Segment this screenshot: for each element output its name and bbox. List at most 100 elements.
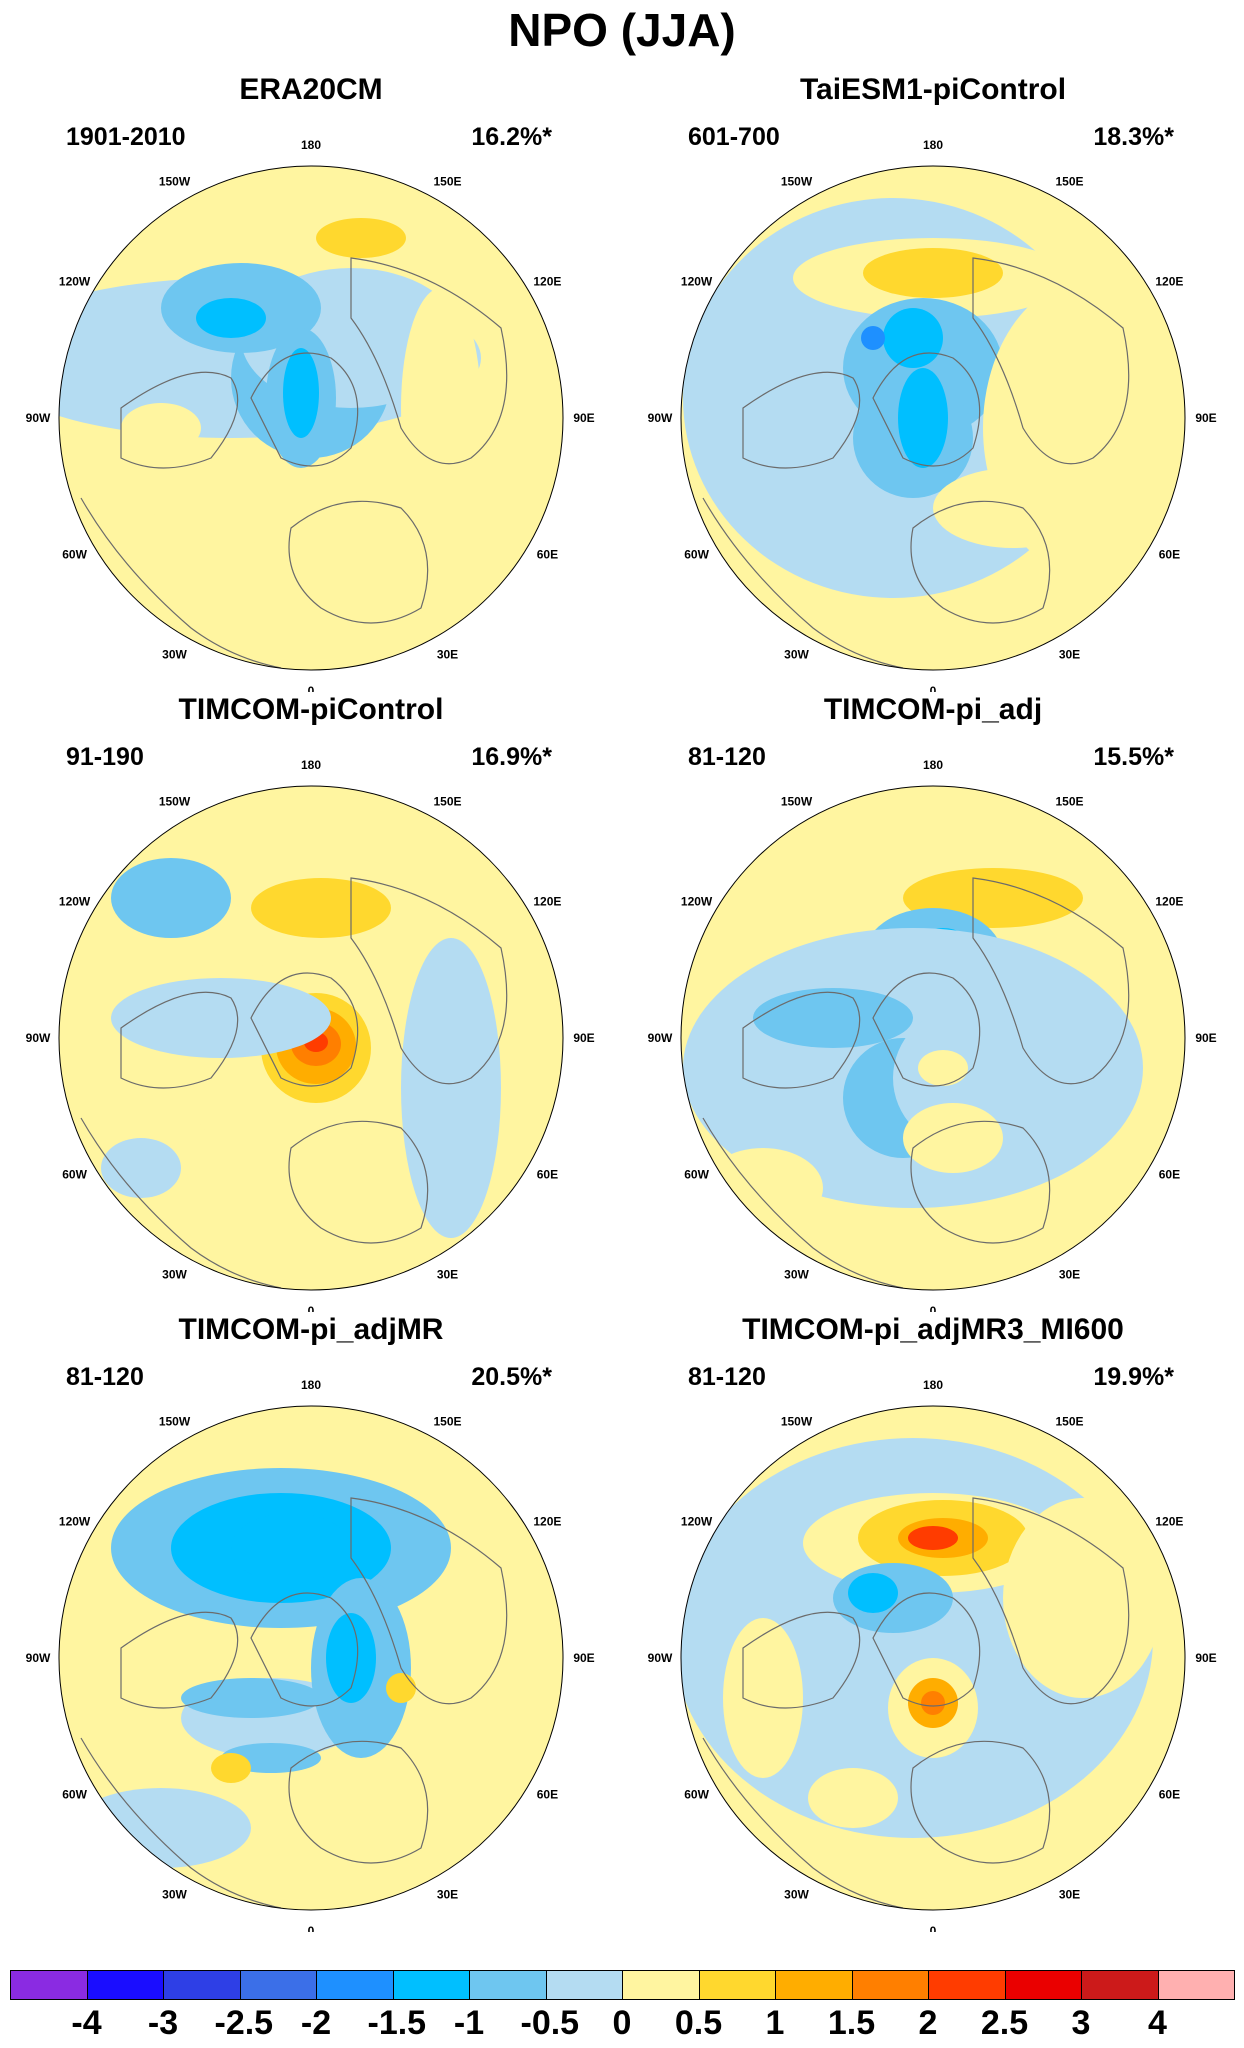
longitude-label: 30W <box>784 1267 809 1281</box>
colorbar-tick-label: -2.5 <box>214 2004 274 2042</box>
anomaly-contour <box>883 308 943 368</box>
period-label: 81-120 <box>688 1363 766 1391</box>
explained-variance: 19.9%* <box>1093 1363 1174 1391</box>
longitude-label: 150E <box>433 1415 461 1429</box>
colorbar-tick-label: -2 <box>300 2004 332 2042</box>
explained-variance: 18.3%* <box>1093 123 1174 151</box>
panel-title: TIMCOM-pi_adjMR3_MI600 <box>742 1313 1124 1346</box>
coastline <box>80 497 282 669</box>
map-panel: TIMCOM-piControl 91-190 16.9%* 180 150E 120E 9… <box>0 692 622 1312</box>
longitude-label: 90W <box>648 411 673 425</box>
longitude-label: 60W <box>62 548 87 562</box>
longitude-label: 150E <box>1055 795 1083 809</box>
longitude-label: 150W <box>159 795 191 809</box>
colorbar-tick-label: -4 <box>71 2004 102 2042</box>
anomaly-contour <box>401 288 481 528</box>
anomaly-contour <box>241 528 361 608</box>
longitude-label: 30E <box>1059 1267 1080 1281</box>
longitude-label: 60E <box>1159 1168 1180 1182</box>
longitude-label: 60E <box>537 548 558 562</box>
anomaly-contour <box>326 1613 376 1703</box>
anomaly-contour <box>753 988 913 1048</box>
colorbar-swatch <box>545 1970 623 2000</box>
longitude-label: 0 <box>308 1304 315 1312</box>
colorbar: -4 -3 -2.5 -2 -1.5 -1 -0.5 0 0.5 1 1.5 2 2.5 3 4 <box>10 1970 1235 2048</box>
anomaly-contour <box>251 878 391 938</box>
longitude-label: 30E <box>1059 1887 1080 1901</box>
anomaly-contour <box>898 368 948 468</box>
map-panel: TIMCOM-pi_adjMR3_MI600 81-120 19.9%* 180 150… <box>622 1312 1244 1932</box>
longitude-label: 60E <box>537 1788 558 1802</box>
panel-title: TIMCOM-pi_adjMR <box>178 1313 444 1346</box>
longitude-label: 120E <box>1155 1515 1183 1529</box>
coastline <box>742 1611 861 1709</box>
longitude-label: 90W <box>26 1031 51 1045</box>
colorbar-swatch <box>1004 1970 1082 2000</box>
coastline <box>288 500 429 624</box>
longitude-label: 180 <box>923 758 943 772</box>
longitude-label: 150W <box>781 1415 813 1429</box>
anomaly-contour <box>703 1148 823 1228</box>
longitude-label: 180 <box>301 1378 321 1392</box>
polar-map: 180 150E 120E 90E 60E 30E 0 30W 60W 90W 120W 150W <box>648 758 1217 1312</box>
anomaly-contour <box>231 1513 351 1583</box>
longitude-label: 120E <box>1155 275 1183 289</box>
coastline <box>80 1737 282 1909</box>
longitude-label: 150E <box>1055 175 1083 189</box>
longitude-label: 30E <box>437 1887 458 1901</box>
anomaly-contour <box>181 1678 321 1718</box>
longitude-label: 180 <box>923 138 943 152</box>
longitude-label: 150E <box>1055 1415 1083 1429</box>
map-panel: TIMCOM-pi_adj 81-120 15.5%* 180 150E 120E 90E 6… <box>622 692 1244 1312</box>
anomaly-contour <box>283 348 319 438</box>
coastline <box>350 877 508 1085</box>
anomaly-contour <box>918 1050 968 1086</box>
anomaly-contour <box>933 468 1093 548</box>
longitude-label: 150W <box>159 1415 191 1429</box>
longitude-label: 180 <box>301 758 321 772</box>
colorbar-swatch <box>622 1970 700 2000</box>
anomaly-contour <box>921 1691 945 1715</box>
coastline <box>120 371 239 469</box>
polar-map: 180 150E 120E 90E 60E 30E 0 30W 60W 90W 120W 150W <box>26 758 595 1312</box>
coastline <box>872 1592 981 1707</box>
longitude-label: 120W <box>59 895 91 909</box>
coastline <box>350 1497 508 1705</box>
longitude-label: 0 <box>308 1924 315 1932</box>
panel-title: TaiESM1-piControl <box>799 73 1067 106</box>
colorbar-tick-label: 3 <box>1071 2004 1091 2042</box>
coastline <box>288 1740 429 1864</box>
map-boundary <box>680 785 1186 1291</box>
coastline <box>120 1611 239 1709</box>
longitude-label: 120E <box>533 1515 561 1529</box>
period-label: 91-190 <box>66 743 144 771</box>
anomaly-contour <box>848 1573 898 1613</box>
longitude-label: 90E <box>1195 411 1216 425</box>
coastline <box>120 991 239 1089</box>
longitude-label: 30E <box>437 647 458 661</box>
colorbar-swatch <box>316 1970 394 2000</box>
colorbar-swatch <box>1081 1970 1159 2000</box>
colorbar-tick-label: -3 <box>147 2004 179 2042</box>
colorbar-tick-label: 2.5 <box>980 2004 1029 2042</box>
anomaly-contour <box>111 858 231 938</box>
anomaly-contour <box>401 938 501 1238</box>
colorbar-swatch <box>469 1970 547 2000</box>
longitude-label: 60W <box>684 548 709 562</box>
colorbar-swatch <box>163 1970 241 2000</box>
longitude-label: 60E <box>1159 548 1180 562</box>
longitude-label: 120W <box>681 895 713 909</box>
colorbar-swatch <box>10 1970 88 2000</box>
longitude-label: 150W <box>781 795 813 809</box>
coastline <box>80 1117 282 1289</box>
polar-map: 180 150E 120E 90E 60E 30E 0 30W 60W 90W 120W 150W <box>648 1378 1217 1932</box>
coastline <box>702 1117 904 1289</box>
coastline <box>702 1737 904 1909</box>
anomaly-contour <box>316 218 406 258</box>
map-boundary <box>58 785 564 1291</box>
colorbar-swatch <box>86 1970 164 2000</box>
longitude-label: 60E <box>1159 1788 1180 1802</box>
explained-variance: 16.9%* <box>471 743 552 771</box>
colorbar-swatch <box>239 1970 317 2000</box>
figure-title: NPO (JJA) <box>508 4 736 56</box>
